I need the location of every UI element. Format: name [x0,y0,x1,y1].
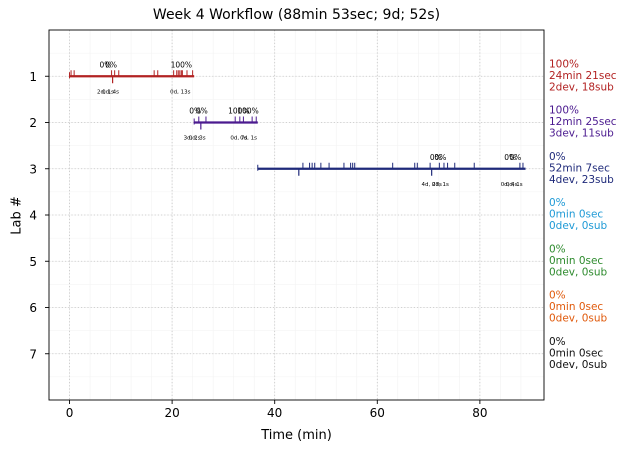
percent-annotation: 100% [171,60,192,69]
time-annotation: 0d, 4s [102,89,119,95]
lab-1-stat-line: 100% [549,58,579,70]
percent-annotation: 0% [430,153,442,162]
time-annotation: 0d, 1s [432,182,449,188]
y-tick-label: 4 [29,209,37,223]
time-annotation: 0d, 3s [189,136,206,142]
percent-annotation: 100% [228,107,249,116]
lab-7-stat-line: 0dev, 0sub [549,359,608,371]
percent-annotation: 0% [105,60,117,69]
lab-6-stat-line: 0dev, 0sub [549,313,608,325]
x-tick-label: 60 [370,406,385,420]
lab-4-stat-line: 0min 0sec [549,209,603,221]
lab-7-stat-line: 0% [549,336,566,348]
chart-title: Week 4 Workflow (88min 53sec; 9d; 52s) [152,7,441,23]
lab-5-stat-line: 0% [549,243,566,255]
time-annotation: 0d, 7s [230,136,247,142]
percent-annotation: 0% [504,153,516,162]
x-tick-label: 0 [66,406,74,420]
time-annotation: 0d, 13s [170,89,190,95]
y-tick-label: 1 [29,70,37,84]
x-tick-label: 20 [164,406,179,420]
lab-7-stat-line: 0min 0sec [549,347,603,359]
percent-annotation: 0% [189,107,201,116]
lab-3-stat-line: 4dev, 23sub [549,174,614,186]
percent-annotation: 0% [99,60,111,69]
y-tick-label: 5 [29,255,37,269]
lab-2-stat-line: 12min 25sec [549,116,617,128]
x-tick-label: 40 [267,406,282,420]
percent-annotation: 0% [434,153,446,162]
lab-3-stat-line: 52min 7sec [549,162,610,174]
lab-5-stat-line: 0min 0sec [549,255,603,267]
lab-4-stat-line: 0% [549,197,566,209]
lab-4-stat-line: 0dev, 0sub [549,220,608,232]
percent-annotation: 0% [509,153,521,162]
lab-3-stat-line: 0% [549,151,566,163]
lab-6-stat-line: 0% [549,290,566,302]
y-tick-label: 6 [29,301,37,315]
percent-annotation: 0% [196,107,208,116]
time-annotation: 4d, 27s [421,182,441,188]
percent-annotation: 100% [237,107,258,116]
y-tick-label: 7 [29,347,37,361]
y-tick-label: 3 [29,162,37,176]
time-annotation: 2d, 1s [97,89,114,95]
y-tick-label: 2 [29,116,37,130]
lab-2-stat-line: 100% [549,105,579,117]
x-axis-label: Time (min) [261,428,332,443]
lab-1-stat-line: 24min 21sec [549,70,617,82]
time-annotation: 0d, 1s [506,182,523,188]
time-annotation: 0d, 1s [240,136,257,142]
time-annotation: 3d, 2s [184,136,201,142]
lab-1-stat-line: 2dev, 18sub [549,81,614,93]
lab-5-stat-line: 0dev, 0sub [549,266,608,278]
time-annotation: 0d, 4s [501,182,518,188]
lab-2-stat-line: 3dev, 11sub [549,128,614,140]
lab-6-stat-line: 0min 0sec [549,301,603,313]
x-tick-label: 80 [472,406,487,420]
